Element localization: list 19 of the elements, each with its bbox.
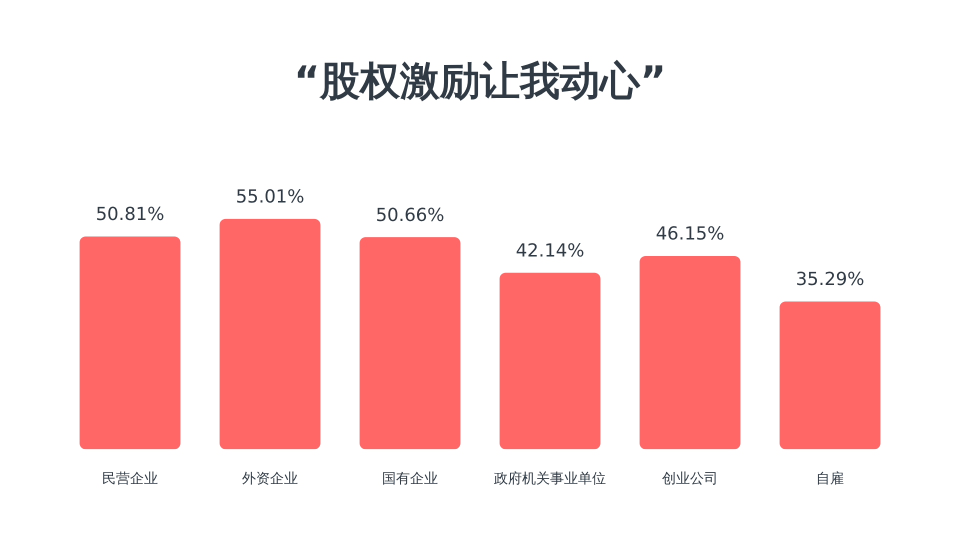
bar bbox=[780, 301, 880, 450]
bar bbox=[80, 236, 180, 450]
data-label: 55.01% bbox=[236, 186, 304, 208]
x-tick-label: 自雇 bbox=[816, 471, 844, 488]
x-tick-label: 政府机关事业单位 bbox=[494, 471, 606, 488]
data-label: 46.15% bbox=[656, 224, 724, 245]
x-tick-label: 国有企业 bbox=[382, 471, 438, 488]
bar bbox=[640, 256, 740, 450]
x-tick-label: 创业公司 bbox=[662, 471, 718, 488]
bar bbox=[500, 272, 600, 450]
x-tick-label: 民营企业 bbox=[102, 471, 158, 488]
data-label: 42.14% bbox=[516, 240, 584, 262]
data-label: 50.66% bbox=[376, 204, 444, 226]
data-label: 50.81% bbox=[96, 204, 164, 226]
x-tick-label: 外资企业 bbox=[242, 471, 298, 488]
bar bbox=[360, 237, 460, 450]
chart-title: “股权激励让我动心” bbox=[294, 58, 666, 104]
data-label: 35.29% bbox=[796, 269, 864, 290]
bar bbox=[220, 218, 320, 450]
